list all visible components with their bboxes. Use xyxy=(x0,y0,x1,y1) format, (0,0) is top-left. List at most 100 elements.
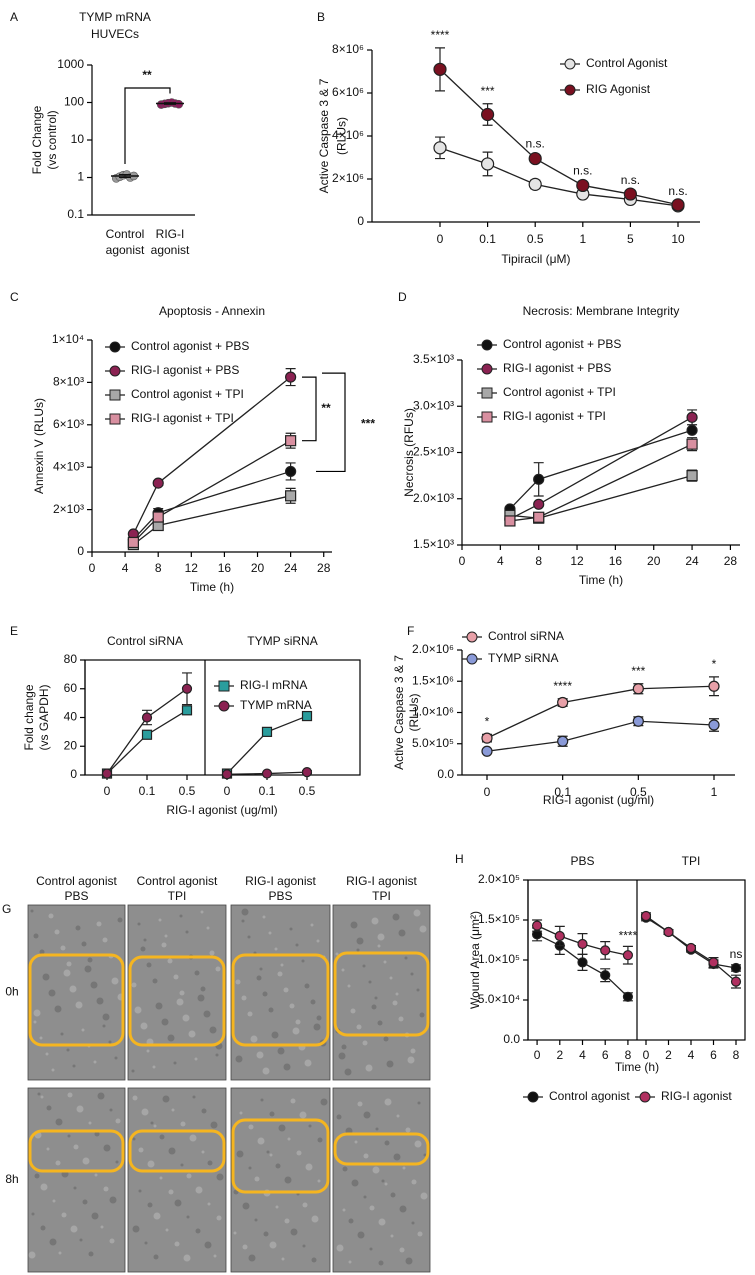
cell xyxy=(141,1108,149,1116)
x-tick-label: Control xyxy=(106,227,145,241)
cell xyxy=(295,1019,301,1025)
cell xyxy=(248,1124,254,1130)
cell xyxy=(389,976,393,980)
cell xyxy=(299,1111,307,1119)
cell xyxy=(384,1098,392,1106)
marker xyxy=(181,705,193,716)
cell xyxy=(423,1153,427,1157)
x-tick-label: 0 xyxy=(89,561,96,575)
marker xyxy=(708,680,720,692)
cell xyxy=(75,1001,83,1009)
cell xyxy=(363,1111,371,1119)
cell xyxy=(88,1251,94,1257)
cell xyxy=(30,909,34,913)
cell xyxy=(146,1049,150,1053)
y-tick-label: 20 xyxy=(64,738,78,752)
y-axis-label: Annexin V (RLUs) xyxy=(32,398,46,494)
marker xyxy=(708,719,720,731)
y-tick-label: 6×10⁶ xyxy=(332,85,364,99)
x-tick-label: 0 xyxy=(534,1048,541,1062)
cell xyxy=(75,925,81,931)
cell xyxy=(262,915,266,919)
cell xyxy=(344,1068,352,1076)
legend-marker xyxy=(481,339,493,351)
legend-label: RIG-I mRNA xyxy=(240,678,307,692)
cell xyxy=(102,1024,106,1028)
y-tick-label: 2.0×10⁵ xyxy=(478,872,520,886)
legend-label: RIG-I agonist xyxy=(661,1089,732,1103)
x-tick-label: 12 xyxy=(185,561,199,575)
marker xyxy=(557,735,569,747)
cell xyxy=(411,1179,417,1185)
legend-label: RIG Agonist xyxy=(586,82,651,96)
y-tick-label: 40 xyxy=(64,710,78,724)
marker xyxy=(261,768,273,779)
cell xyxy=(281,1257,285,1261)
cell xyxy=(173,1061,177,1065)
wound-outline xyxy=(333,1132,430,1166)
annotation: n.s. xyxy=(573,163,592,177)
bracket xyxy=(124,87,171,164)
legend-marker xyxy=(527,1091,539,1103)
cell xyxy=(411,1221,415,1225)
cell xyxy=(357,1231,365,1239)
annotation: * xyxy=(485,715,490,729)
x-axis-label: RIG-I agonist (ug/ml) xyxy=(543,793,654,807)
marker xyxy=(622,950,634,961)
y-axis-label: Active Caspase 3 & 7 xyxy=(317,78,331,193)
cell xyxy=(284,1218,290,1224)
y-tick-label: 1×10⁴ xyxy=(52,332,84,346)
cell xyxy=(61,1212,67,1218)
marker xyxy=(577,957,588,968)
x-tick-label: 6 xyxy=(602,1048,609,1062)
cell xyxy=(402,1166,406,1170)
marker xyxy=(261,726,273,737)
cell xyxy=(348,1218,354,1224)
cell xyxy=(398,929,406,937)
cell xyxy=(250,1035,258,1043)
cell xyxy=(368,980,372,984)
cell xyxy=(277,971,283,977)
cell xyxy=(87,957,93,963)
series-line xyxy=(439,68,679,206)
y-axis-label: (RLUs) xyxy=(407,693,421,731)
cell xyxy=(269,1111,275,1117)
marker xyxy=(577,938,588,950)
marker xyxy=(152,511,164,523)
marker xyxy=(221,769,233,780)
cell xyxy=(287,1137,291,1141)
legend-marker xyxy=(466,653,478,665)
x-tick-label: 28 xyxy=(724,554,738,568)
wound-outline xyxy=(128,1129,226,1173)
panel-label: A xyxy=(10,10,18,24)
cell xyxy=(256,1051,264,1059)
cell xyxy=(102,937,108,943)
cell xyxy=(195,1228,201,1234)
legend-label: RIG-I agonist + PBS xyxy=(131,363,239,377)
micrograph xyxy=(27,904,126,1081)
cell xyxy=(274,947,278,951)
legend-marker xyxy=(109,389,121,401)
cell xyxy=(383,1036,389,1042)
cell xyxy=(310,999,316,1005)
cell xyxy=(235,979,241,985)
legend-label: Control agonist + TPI xyxy=(503,385,616,399)
legend-label: Control agonist + TPI xyxy=(131,387,244,401)
y-tick-label: 100 xyxy=(64,95,84,109)
cell xyxy=(242,1202,250,1210)
legend-marker xyxy=(481,387,493,399)
legend-label: RIG-I agonist + PBS xyxy=(503,361,611,375)
cell xyxy=(386,1060,394,1068)
cell xyxy=(96,997,104,1005)
cell xyxy=(317,1179,321,1183)
cell xyxy=(377,1020,383,1026)
marker xyxy=(285,490,297,502)
cell xyxy=(248,1254,256,1262)
column-header: RIG-I agonist xyxy=(346,874,417,888)
cell xyxy=(140,1022,148,1030)
annotation: * xyxy=(712,657,717,671)
cell xyxy=(28,1251,36,1259)
cell xyxy=(146,962,152,968)
cell xyxy=(362,1040,368,1046)
marker xyxy=(433,62,447,76)
